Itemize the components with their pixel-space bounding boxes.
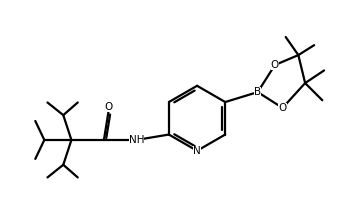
Text: O: O — [104, 102, 113, 111]
Text: B: B — [254, 87, 261, 97]
Text: O: O — [271, 60, 279, 70]
Text: NH: NH — [129, 135, 144, 145]
Text: N: N — [193, 146, 201, 156]
Text: O: O — [279, 103, 287, 113]
